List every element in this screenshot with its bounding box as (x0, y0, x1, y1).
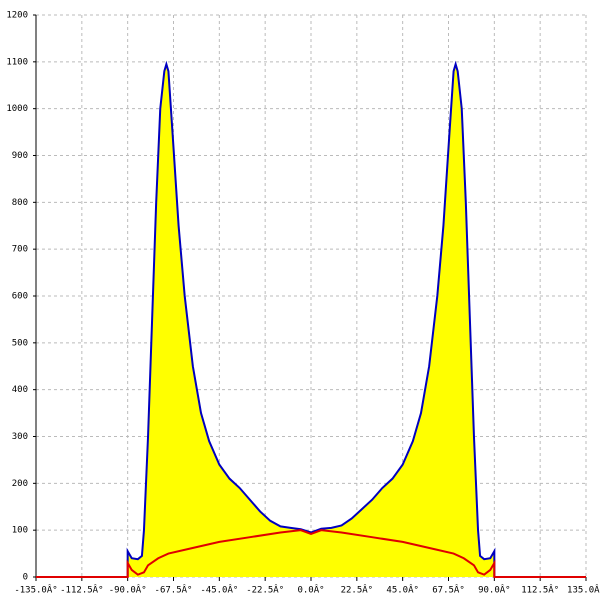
x-tick-label: 67.5Â° (432, 584, 465, 596)
y-tick-label: 900 (12, 151, 28, 161)
x-tick-label: 0.0Â° (297, 584, 324, 596)
y-tick-label: 1000 (6, 104, 28, 114)
y-tick-label: 500 (12, 338, 28, 348)
series-line (36, 529, 586, 578)
y-tick-label: 200 (12, 479, 28, 489)
x-tick-label: -135.0Â° (14, 584, 57, 596)
y-tick-label: 400 (12, 385, 28, 395)
x-tick-label: -67.5Â° (155, 584, 193, 596)
x-tick-label: -90.0Â° (109, 584, 147, 596)
x-tick-label: -45.0Â° (200, 584, 238, 596)
area-fill (127, 64, 495, 578)
x-tick-label: 22.5Â° (341, 584, 374, 596)
y-tick-label: 300 (12, 432, 28, 442)
series-line (126, 60, 496, 577)
y-tick-label: 600 (12, 292, 28, 302)
y-tick-label: 700 (12, 245, 28, 255)
y-tick-label: 100 (12, 526, 28, 536)
x-tick-label: -22.5Â° (246, 584, 284, 596)
y-tick-label: 1100 (6, 57, 28, 67)
y-tick-label: 800 (12, 198, 28, 208)
y-tick-label: 1200 (6, 11, 28, 21)
x-tick-label: -112.5Â° (60, 584, 103, 596)
x-tick-label: 112.5Â° (521, 584, 559, 596)
x-tick-label: 135.0Â° (567, 584, 600, 596)
x-tick-label: 45.0Â° (386, 584, 419, 596)
x-tick-label: 90.0Â° (478, 584, 511, 596)
y-tick-label: 0 (23, 573, 28, 583)
